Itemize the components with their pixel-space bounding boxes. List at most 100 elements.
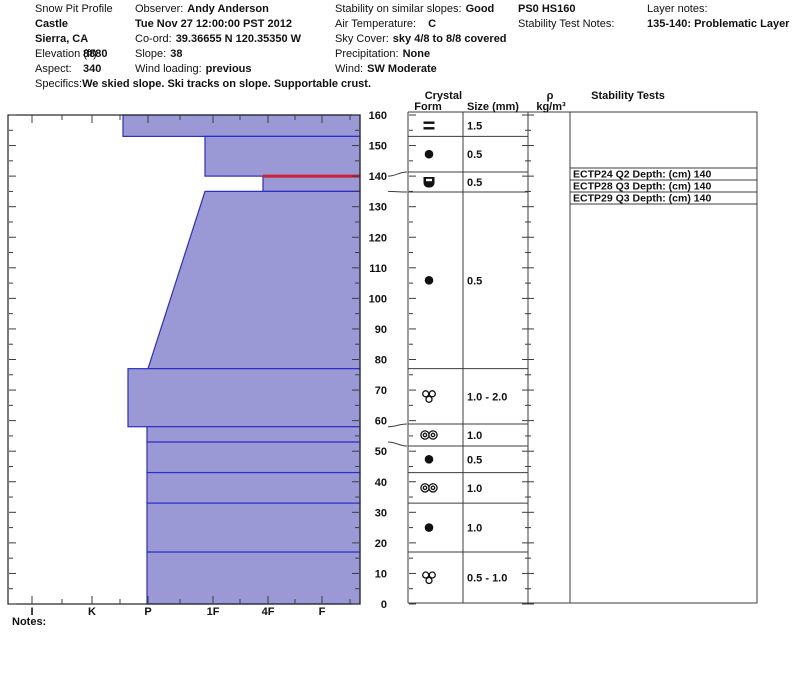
stability-label: Stability on similar slopes: <box>335 3 462 15</box>
grain-form-dot-icon <box>424 149 434 159</box>
grain-size-value: 1.0 <box>467 523 482 535</box>
grain-size-value: 0.5 <box>467 177 482 189</box>
dot <box>424 276 434 285</box>
grain-form-dot-icon <box>424 523 434 532</box>
elevation-row: Elevation (ft)8880 <box>35 48 107 61</box>
aspect-row: Aspect: 340 <box>35 63 101 76</box>
sky-cover-row: Sky Cover: sky 4/8 to 8/8 covered <box>335 33 507 46</box>
profile-plot-frame <box>7 114 361 605</box>
snow-layer <box>204 135 361 177</box>
cluster-circle <box>428 390 436 398</box>
ring-inner <box>430 432 436 438</box>
observer-label: Observer: <box>135 3 184 15</box>
depth-tick-label: 160 <box>369 110 387 122</box>
layer-notes-label: Layer notes: <box>647 3 708 15</box>
cup <box>423 177 435 188</box>
grain-form-cup-icon <box>423 177 435 188</box>
snow-layer <box>146 441 361 474</box>
specifics-label: Specifics: <box>35 78 83 90</box>
depth-tick-label: 20 <box>375 538 387 550</box>
cluster-circle <box>425 576 433 585</box>
grain-size-value: 0.5 - 1.0 <box>467 573 507 585</box>
grain-size-value: 0.5 <box>467 149 482 161</box>
ring-inner <box>422 432 428 438</box>
depth-tick-label: 0 <box>381 599 387 611</box>
row-connector <box>387 423 408 428</box>
sky-cover-value: sky 4/8 to 8/8 covered <box>392 33 507 45</box>
dot <box>424 454 434 464</box>
size-header: Size (mm) <box>467 101 519 113</box>
depth-tick-label: 50 <box>375 446 387 458</box>
observer-value: Andy Anderson <box>187 3 269 15</box>
hardness-tick-label: P <box>144 606 151 618</box>
grain-form-dot-icon <box>424 454 434 464</box>
grain-form-bars-icon <box>423 121 435 130</box>
density-symbol-header: ρ <box>547 90 554 102</box>
air-temp-value: C <box>428 18 437 30</box>
snow-layer <box>146 502 361 553</box>
hardness-tick-label: 4F <box>262 606 275 618</box>
snow-layer <box>127 368 361 428</box>
air-temp-label: Air Temperature: <box>335 18 417 30</box>
wind-label: Wind: <box>335 63 364 75</box>
coord-value: 39.36655 N 120.35350 W <box>175 33 302 45</box>
cluster-circle <box>425 395 433 403</box>
stability-value: Good <box>465 3 495 15</box>
bar <box>423 121 435 124</box>
problem-layer-line <box>263 174 360 178</box>
bar <box>423 127 435 130</box>
grain-size-value: 1.0 - 2.0 <box>467 391 507 403</box>
wind-row: Wind: SW Moderate <box>335 63 437 76</box>
hardness-tick-label: F <box>319 606 326 618</box>
snow-layer <box>146 426 361 443</box>
slope-label: Slope: <box>135 48 167 60</box>
dot <box>424 523 434 532</box>
depth-tick-label: 150 <box>369 141 387 153</box>
dot <box>424 149 434 159</box>
depth-tick-label: 140 <box>369 171 387 183</box>
grain-form-rings-icon <box>420 430 438 440</box>
stability-test-result: ECTP28 Q3 Depth: (cm) 140 <box>573 181 711 193</box>
air-temp-row: Air Temperature: C <box>335 18 436 31</box>
grain-size-value: 0.5 <box>467 275 482 287</box>
crystal-header: Crystal <box>425 90 462 102</box>
observer-row: Observer: Andy Anderson <box>135 3 269 16</box>
grain-size-value: 1.0 <box>467 483 482 495</box>
row-connector <box>387 190 408 193</box>
depth-tick-label: 30 <box>375 507 387 519</box>
grain-size-value: 0.5 <box>467 454 482 466</box>
depth-tick-label: 10 <box>375 568 387 580</box>
slope-row: Slope: 38 <box>135 48 182 61</box>
depth-tick-label: 100 <box>369 293 387 305</box>
row-connector <box>387 441 408 447</box>
depth-tick-label: 120 <box>369 232 387 244</box>
slope-value: 38 <box>170 48 183 60</box>
specifics-value: We skied slope. Ski tracks on slope. Sup… <box>82 78 372 90</box>
wind-loading-row: Wind loading: previous <box>135 63 252 76</box>
specifics-row: Specifics:We skied slope. Ski tracks on … <box>35 78 371 91</box>
grain-form-rings-icon <box>420 483 438 493</box>
stability-test-notes-label: Stability Test Notes: <box>518 18 615 30</box>
stability-tests-box <box>569 111 758 604</box>
notes-label: Notes: <box>12 616 47 628</box>
snow-layer <box>262 175 361 193</box>
stability-test-row <box>569 191 758 205</box>
elevation-value: 8880 <box>83 48 108 60</box>
depth-tick-label: 110 <box>369 263 387 275</box>
snow-layer <box>147 190 361 370</box>
aspect-value: 340 <box>83 63 102 75</box>
density-unit-header: kg/m³ <box>536 101 566 113</box>
coord-row: Co-ord: 39.36655 N 120.35350 W <box>135 33 301 46</box>
row-connector <box>387 171 408 177</box>
report-type-label: Snow Pit Profile <box>35 3 113 15</box>
cluster-circle <box>428 571 436 579</box>
aspect-label: Aspect: <box>35 63 72 75</box>
coord-label: Co-ord: <box>135 33 172 45</box>
precip-row: Precipitation: None <box>335 48 430 61</box>
stability-test-result: ECTP24 Q2 Depth: (cm) 140 <box>573 169 711 181</box>
stability-tests-header: Stability Tests <box>591 90 665 102</box>
precip-value: None <box>402 48 431 60</box>
grain-form-cluster-icon <box>422 571 436 585</box>
precip-label: Precipitation: <box>335 48 399 60</box>
